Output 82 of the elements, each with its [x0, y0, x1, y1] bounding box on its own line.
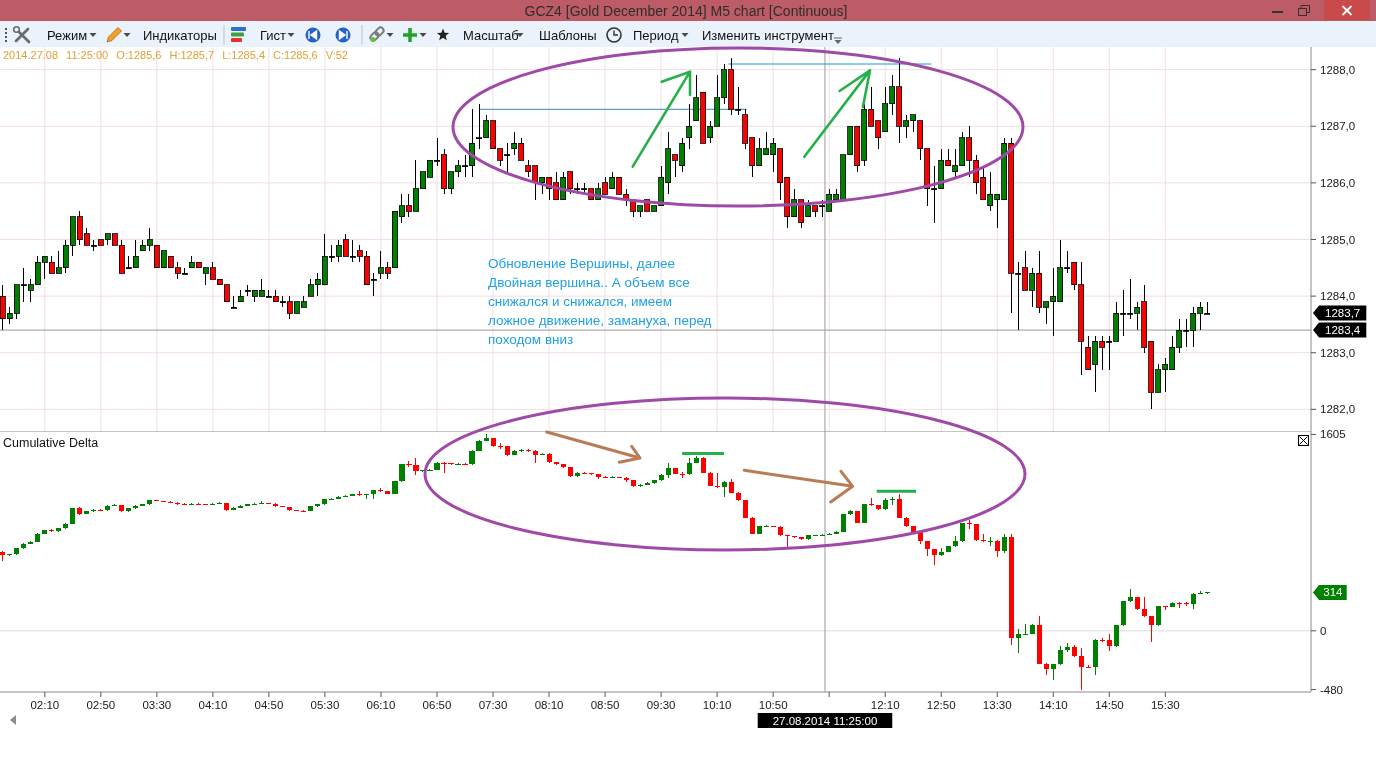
- x-tick-label: 06:50: [422, 699, 452, 711]
- candlestick: [252, 502, 258, 506]
- x-tick-label: 14:10: [1038, 699, 1068, 711]
- candlestick: [364, 493, 370, 500]
- candlestick: [378, 487, 384, 493]
- candlestick: [406, 460, 412, 468]
- x-tick-label: 12:10: [870, 699, 900, 711]
- x-tick-label: 10:50: [758, 699, 788, 711]
- text: GCZ4 [Gold December 2014] M5 chart [Continuous]: [524, 2, 848, 19]
- x-tick-label: 04:10: [198, 699, 228, 711]
- candlestick: [112, 503, 118, 507]
- text: Изменить инструмент: [702, 27, 834, 43]
- x-tick-label: 08:10: [534, 699, 564, 711]
- x-tick-label: 12:50: [926, 699, 956, 711]
- x-tick-label: 15:30: [1150, 699, 1180, 711]
- candlestick: [1001, 533, 1007, 554]
- text: Индикаторы: [143, 27, 217, 43]
- chart-title: Cumulative Delta: [3, 436, 99, 450]
- y-tick-label: 1283,0: [1320, 346, 1356, 359]
- x-tick-label: 08:50: [590, 699, 620, 711]
- y-tick-label: 1285,0: [1320, 233, 1356, 246]
- candlestick: [1022, 623, 1028, 636]
- candlestick: [237, 289, 244, 303]
- candlestick: [1141, 596, 1147, 618]
- x-tick-label: 02:50: [86, 699, 116, 711]
- candlestick: [217, 501, 223, 505]
- y-tick-label: 1605: [1320, 428, 1346, 441]
- candlestick: [230, 295, 237, 309]
- candlestick: [189, 502, 195, 506]
- candlestick: [896, 493, 902, 519]
- y-tick-label: 1286,0: [1320, 176, 1356, 189]
- x-tick-label: 05:30: [310, 699, 340, 711]
- x-tick-label: 06:10: [366, 699, 396, 711]
- annotation: Обновление Вершины, далее Двойная вершина.. А объем все снижался и снижался, имеем ложное движение, замануха, перед походом вниз: [488, 256, 712, 347]
- x-tick-label: 13:30: [982, 699, 1012, 711]
- candlestick: [462, 462, 468, 466]
- candlestick: [371, 489, 377, 500]
- candlestick: [413, 457, 419, 476]
- text: Масштаб: [463, 27, 519, 43]
- y-tick-label: 1284,0: [1320, 290, 1356, 303]
- candlestick: [357, 490, 363, 497]
- candlestick: [427, 468, 433, 472]
- candlestick: [686, 103, 693, 150]
- y-tick-label: 0: [1320, 624, 1327, 637]
- y-tick-label: 1288,0: [1320, 63, 1356, 76]
- candlestick: [497, 442, 503, 450]
- x-tick-label: 09:30: [646, 699, 676, 711]
- y-tick-label: -480: [1320, 683, 1344, 696]
- candlestick: [483, 433, 489, 442]
- candlestick: [329, 497, 335, 501]
- candlestick: [1057, 645, 1063, 666]
- text: 314: [1323, 586, 1344, 599]
- x-tick-label: 07:30: [478, 699, 508, 711]
- candlestick: [679, 471, 685, 479]
- candlestick: [581, 471, 587, 475]
- text: Период: [633, 27, 680, 43]
- text: 1283,7: [1325, 307, 1361, 320]
- candlestick: [721, 480, 727, 498]
- candlestick: [602, 475, 608, 479]
- text: Режим: [47, 27, 88, 43]
- candlestick: [455, 462, 461, 466]
- candlestick: [259, 500, 265, 505]
- x-tick-label: 10:10: [702, 699, 732, 711]
- candlestick: [175, 501, 181, 506]
- candlestick: [1015, 628, 1021, 654]
- candlestick: [1078, 647, 1084, 691]
- candlestick: [168, 500, 174, 504]
- candlestick: [609, 475, 615, 479]
- ref-line-label: 27.08.2014 11:25:00: [772, 714, 878, 727]
- annotation: 2014.27.08 11:25:00 O:1285,6 H:1285,7 L:1285,4 C:1285,6 V:52: [3, 49, 348, 61]
- y-tick-label: 1282,0: [1320, 403, 1356, 416]
- x-tick-label: 14:50: [1094, 699, 1124, 711]
- x-tick-label: 04:50: [254, 699, 284, 711]
- y-tick-label: 1287,0: [1320, 120, 1356, 133]
- candlestick: [532, 449, 538, 464]
- text: Шаблоны: [539, 27, 597, 43]
- candlestick: [665, 462, 671, 479]
- ref-line-label: 1283,4: [1325, 324, 1361, 337]
- candlestick: [1148, 615, 1154, 643]
- text: Гист: [260, 27, 287, 43]
- x-tick-label: 02:10: [30, 699, 60, 711]
- x-tick-label: 03:30: [142, 699, 172, 711]
